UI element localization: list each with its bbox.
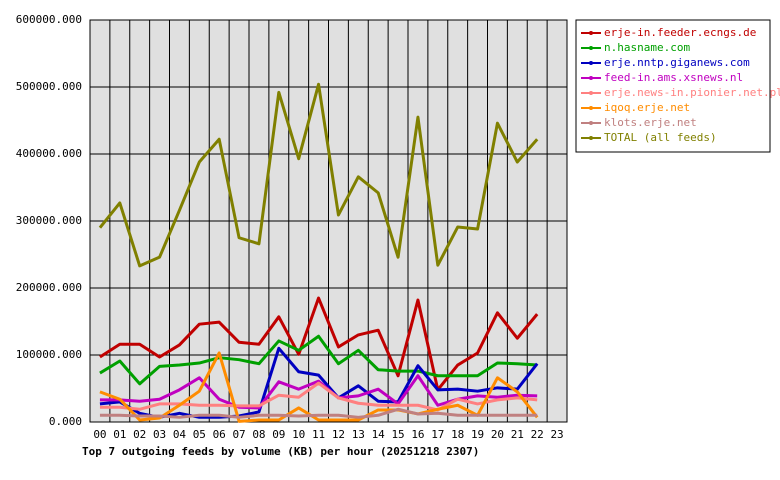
x-tick-label: 19 [471, 428, 484, 441]
x-tick-label: 01 [113, 428, 126, 441]
legend-marker [589, 76, 593, 80]
x-tick-label: 23 [550, 428, 563, 441]
legend-marker [589, 106, 593, 110]
series-line [99, 296, 539, 392]
series-line [99, 334, 538, 386]
series-line [99, 407, 538, 419]
x-tick-label: 00 [93, 428, 106, 441]
series-line [98, 82, 539, 268]
series-line [99, 374, 538, 410]
x-tick-label: 08 [252, 428, 265, 441]
legend-marker [589, 61, 593, 65]
y-tick-label: 0.000 [49, 415, 82, 428]
x-tick-label: 15 [391, 428, 404, 441]
y-tick-label: 100000.000 [16, 348, 82, 361]
legend-label: erje.news-in.pionier.net.pl [604, 86, 780, 99]
y-tick-label: 400000.000 [16, 147, 82, 160]
y-tick-label: 600000.000 [16, 13, 82, 26]
legend-marker [589, 46, 593, 50]
x-tick-label: 14 [372, 428, 386, 441]
legend-label: n.hasname.com [604, 41, 690, 54]
legend-label: klots.erje.net [604, 116, 697, 129]
legend-marker [589, 31, 593, 35]
legend-marker [589, 121, 593, 125]
x-tick-label: 07 [232, 428, 245, 441]
x-tick-label: 10 [292, 428, 305, 441]
x-tick-label: 06 [213, 428, 226, 441]
x-tick-label: 02 [133, 428, 146, 441]
x-tick-label: 12 [332, 428, 345, 441]
legend-label: feed-in.ams.xsnews.nl [604, 71, 743, 84]
series-line [99, 351, 539, 423]
x-tick-label: 21 [511, 428, 524, 441]
x-tick-label: 09 [272, 428, 285, 441]
legend-marker [589, 136, 593, 140]
legend-label: erje-in.feeder.ecngs.de [604, 26, 756, 39]
y-tick-label: 300000.000 [16, 214, 82, 227]
y-tick-label: 500000.000 [16, 80, 82, 93]
chart-title: Top 7 outgoing feeds by volume (KB) per … [82, 445, 479, 458]
x-tick-label: 13 [352, 428, 365, 441]
x-tick-label: 05 [193, 428, 206, 441]
legend-label: erje.nntp.giganews.com [604, 56, 750, 69]
series-line [99, 346, 539, 419]
legend-label: iqoq.erje.net [604, 101, 690, 114]
legend-marker [589, 91, 593, 95]
x-tick-label: 04 [173, 428, 187, 441]
x-tick-label: 16 [411, 428, 424, 441]
legend-label: TOTAL (all feeds) [604, 131, 717, 144]
y-tick-label: 200000.000 [16, 281, 82, 294]
x-tick-label: 18 [451, 428, 464, 441]
x-tick-label: 20 [491, 428, 504, 441]
x-tick-label: 11 [312, 428, 325, 441]
series-line [99, 381, 538, 412]
legend-box [575, 19, 771, 153]
x-tick-label: 17 [431, 428, 444, 441]
x-tick-label: 03 [153, 428, 166, 441]
x-tick-label: 22 [531, 428, 544, 441]
